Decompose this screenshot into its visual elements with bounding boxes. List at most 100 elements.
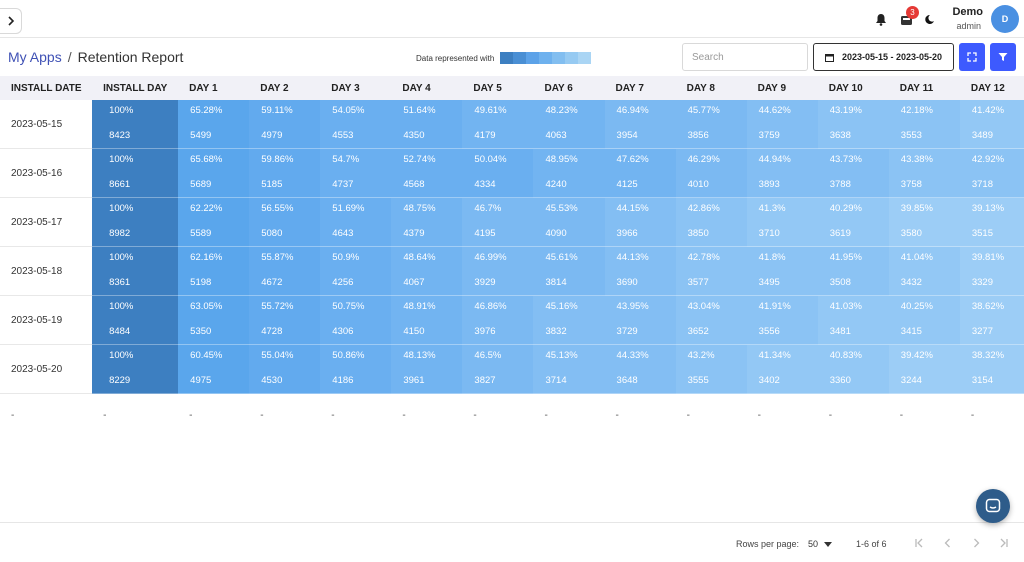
retention-cell[interactable]: 44.33% 3648	[604, 344, 676, 394]
column-header[interactable]: DAY 6	[533, 76, 605, 100]
retention-cell[interactable]: 50.04% 4334	[462, 148, 534, 198]
column-header[interactable]: DAY 10	[817, 76, 889, 100]
retention-cell[interactable]: 41.04% 3432	[888, 246, 960, 296]
search-input[interactable]	[682, 43, 808, 71]
column-header[interactable]: DAY 1	[178, 76, 250, 100]
retention-cell[interactable]: 48.13% 3961	[391, 344, 463, 394]
column-header[interactable]: DAY 9	[746, 76, 818, 100]
retention-cell[interactable]: 43.2% 3555	[675, 344, 747, 394]
column-header[interactable]: INSTALL DAY	[92, 76, 179, 100]
retention-cell[interactable]: 51.64% 4350	[391, 100, 463, 149]
retention-cell[interactable]: 40.83% 3360	[817, 344, 889, 394]
retention-cell[interactable]: 43.38% 3758	[888, 148, 960, 198]
retention-cell[interactable]: 65.68% 5689	[178, 148, 250, 198]
retention-cell[interactable]: 45.53% 4090	[533, 197, 605, 247]
retention-cell[interactable]: 48.23% 4063	[533, 100, 605, 149]
retention-cell[interactable]: 62.22% 5589	[178, 197, 250, 247]
retention-cell[interactable]: 48.91% 4150	[391, 295, 463, 345]
retention-cell[interactable]: 42.78% 3577	[675, 246, 747, 296]
retention-cell[interactable]: 51.69% 4643	[320, 197, 392, 247]
retention-cell[interactable]: 46.94% 3954	[604, 100, 676, 149]
column-header[interactable]: DAY 4	[391, 76, 463, 100]
breadcrumb-my-apps-link[interactable]: My Apps	[8, 49, 62, 65]
retention-cell[interactable]: 45.13% 3714	[533, 344, 605, 394]
retention-cell[interactable]: 41.42% 3489	[959, 100, 1024, 149]
column-header[interactable]: DAY 7	[604, 76, 676, 100]
retention-cell[interactable]: 55.04% 4530	[249, 344, 321, 394]
retention-cell[interactable]: 60.45% 4975	[178, 344, 250, 394]
retention-cell[interactable]: 39.42% 3244	[888, 344, 960, 394]
sidebar-toggle-button[interactable]	[0, 8, 22, 34]
retention-cell[interactable]: 55.72% 4728	[249, 295, 321, 345]
retention-cell[interactable]: 43.04% 3652	[675, 295, 747, 345]
retention-cell[interactable]: 44.13% 3690	[604, 246, 676, 296]
retention-cell[interactable]: 47.62% 4125	[604, 148, 676, 198]
retention-cell[interactable]: 48.75% 4379	[391, 197, 463, 247]
retention-cell[interactable]: 59.11% 4979	[249, 100, 321, 149]
retention-cell[interactable]: 48.95% 4240	[533, 148, 605, 198]
retention-cell[interactable]: 55.87% 4672	[249, 246, 321, 296]
retention-cell[interactable]: 100% 8229	[92, 344, 179, 394]
retention-cell[interactable]: 100% 8423	[92, 100, 179, 149]
date-range-picker-button[interactable]: 2023-05-15 - 2023-05-20	[813, 43, 954, 71]
column-header[interactable]: DAY 8	[675, 76, 747, 100]
retention-cell[interactable]: 46.7% 4195	[462, 197, 534, 247]
retention-cell[interactable]: 38.32% 3154	[959, 344, 1024, 394]
retention-cell[interactable]: 50.86% 4186	[320, 344, 392, 394]
first-page-button[interactable]	[912, 536, 926, 550]
fullscreen-button[interactable]	[959, 43, 985, 71]
retention-cell[interactable]: 41.95% 3508	[817, 246, 889, 296]
retention-cell[interactable]: 41.3% 3710	[746, 197, 818, 247]
retention-cell[interactable]: 45.61% 3814	[533, 246, 605, 296]
retention-cell[interactable]: 42.86% 3850	[675, 197, 747, 247]
retention-cell[interactable]: 42.18% 3553	[888, 100, 960, 149]
column-header[interactable]: DAY 3	[320, 76, 392, 100]
retention-cell[interactable]: 100% 8982	[92, 197, 179, 247]
retention-cell[interactable]: 100% 8484	[92, 295, 179, 345]
retention-cell[interactable]: 54.7% 4737	[320, 148, 392, 198]
retention-cell[interactable]: 41.34% 3402	[746, 344, 818, 394]
retention-cell[interactable]: 46.86% 3976	[462, 295, 534, 345]
retention-cell[interactable]: 59.86% 5185	[249, 148, 321, 198]
previous-page-button[interactable]	[941, 536, 955, 550]
notifications-button[interactable]	[872, 10, 890, 28]
column-header[interactable]: DAY 11	[888, 76, 960, 100]
retention-cell[interactable]: 100% 8661	[92, 148, 179, 198]
retention-cell[interactable]: 65.28% 5499	[178, 100, 250, 149]
retention-cell[interactable]: 50.75% 4306	[320, 295, 392, 345]
avatar[interactable]: D	[991, 5, 1019, 33]
retention-cell[interactable]: 42.92% 3718	[959, 148, 1024, 198]
retention-cell[interactable]: 46.29% 4010	[675, 148, 747, 198]
retention-cell[interactable]: 48.64% 4067	[391, 246, 463, 296]
retention-cell[interactable]: 46.5% 3827	[462, 344, 534, 394]
retention-cell[interactable]: 39.13% 3515	[959, 197, 1024, 247]
retention-cell[interactable]: 45.16% 3832	[533, 295, 605, 345]
rows-per-page-select[interactable]: 50	[808, 539, 833, 549]
column-header[interactable]: INSTALL DATE	[0, 76, 93, 100]
retention-cell[interactable]: 43.95% 3729	[604, 295, 676, 345]
retention-cell[interactable]: 62.16% 5198	[178, 246, 250, 296]
retention-cell[interactable]: 56.55% 5080	[249, 197, 321, 247]
chat-support-button[interactable]	[976, 489, 1010, 523]
theme-toggle-button[interactable]	[920, 10, 938, 28]
column-header[interactable]: DAY 2	[249, 76, 321, 100]
retention-cell[interactable]: 50.9% 4256	[320, 246, 392, 296]
retention-cell[interactable]: 46.99% 3929	[462, 246, 534, 296]
retention-cell[interactable]: 41.8% 3495	[746, 246, 818, 296]
retention-cell[interactable]: 41.91% 3556	[746, 295, 818, 345]
retention-cell[interactable]: 63.05% 5350	[178, 295, 250, 345]
retention-cell[interactable]: 52.74% 4568	[391, 148, 463, 198]
last-page-button[interactable]	[997, 536, 1011, 550]
retention-cell[interactable]: 39.81% 3329	[959, 246, 1024, 296]
retention-cell[interactable]: 100% 8361	[92, 246, 179, 296]
retention-cell[interactable]: 40.29% 3619	[817, 197, 889, 247]
retention-cell[interactable]: 44.15% 3966	[604, 197, 676, 247]
next-page-button[interactable]	[969, 536, 983, 550]
retention-cell[interactable]: 43.19% 3638	[817, 100, 889, 149]
column-header[interactable]: DAY 5	[462, 76, 534, 100]
retention-cell[interactable]: 40.25% 3415	[888, 295, 960, 345]
retention-cell[interactable]: 45.77% 3856	[675, 100, 747, 149]
retention-cell[interactable]: 44.94% 3893	[746, 148, 818, 198]
filter-button[interactable]	[990, 43, 1016, 71]
retention-cell[interactable]: 44.62% 3759	[746, 100, 818, 149]
